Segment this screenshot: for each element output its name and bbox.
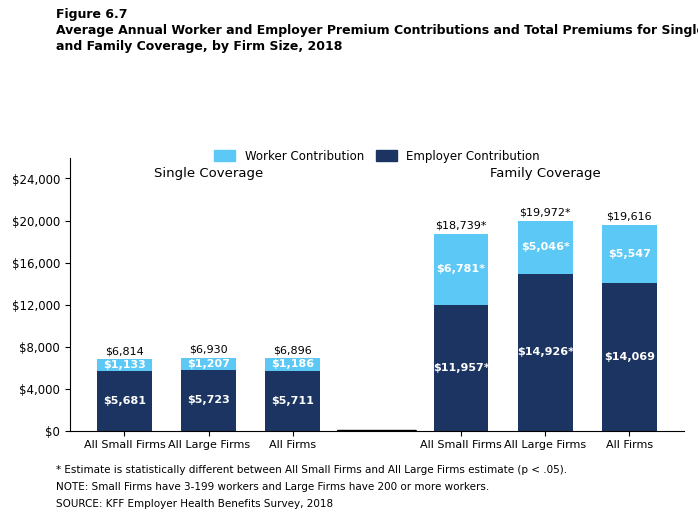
- Text: $5,723: $5,723: [187, 395, 230, 405]
- Legend: Worker Contribution, Employer Contribution: Worker Contribution, Employer Contributi…: [209, 145, 544, 167]
- Text: $5,046*: $5,046*: [521, 242, 570, 253]
- Text: Figure 6.7: Figure 6.7: [56, 8, 127, 21]
- Text: NOTE: Small Firms have 3-199 workers and Large Firms have 200 or more workers.: NOTE: Small Firms have 3-199 workers and…: [56, 482, 489, 492]
- Bar: [602, 225, 657, 283]
- Text: $1,207: $1,207: [187, 359, 230, 369]
- Bar: [602, 283, 657, 430]
- Text: $6,896: $6,896: [274, 345, 312, 355]
- Text: and Family Coverage, by Firm Size, 2018: and Family Coverage, by Firm Size, 2018: [56, 40, 342, 54]
- Text: $1,133: $1,133: [103, 360, 146, 370]
- Text: $19,616: $19,616: [607, 212, 652, 222]
- Text: Single Coverage: Single Coverage: [154, 167, 263, 180]
- Bar: [181, 358, 236, 371]
- Text: $5,547: $5,547: [608, 249, 651, 259]
- Bar: [97, 371, 152, 430]
- Bar: [518, 274, 572, 430]
- Text: $14,069: $14,069: [604, 352, 655, 362]
- Text: $6,930: $6,930: [189, 345, 228, 355]
- Text: $6,814: $6,814: [105, 346, 144, 356]
- Text: Average Annual Worker and Employer Premium Contributions and Total Premiums for : Average Annual Worker and Employer Premi…: [56, 24, 698, 37]
- Text: * Estimate is statistically different between All Small Firms and All Large Firm: * Estimate is statistically different be…: [56, 465, 567, 475]
- Bar: [181, 371, 236, 430]
- Bar: [97, 359, 152, 371]
- Bar: [265, 358, 320, 371]
- Text: Family Coverage: Family Coverage: [490, 167, 600, 180]
- Bar: [433, 305, 489, 430]
- Bar: [265, 371, 320, 430]
- Text: $18,739*: $18,739*: [436, 221, 487, 231]
- Text: $5,681: $5,681: [103, 396, 146, 406]
- Text: $5,711: $5,711: [272, 395, 314, 405]
- Text: $19,972*: $19,972*: [519, 208, 571, 218]
- Bar: [518, 221, 572, 274]
- Text: SOURCE: KFF Employer Health Benefits Survey, 2018: SOURCE: KFF Employer Health Benefits Sur…: [56, 499, 333, 509]
- Bar: [433, 234, 489, 305]
- Text: $14,926*: $14,926*: [517, 347, 574, 357]
- Text: $11,957*: $11,957*: [433, 363, 489, 373]
- Text: $6,781*: $6,781*: [436, 265, 486, 275]
- Text: $1,186: $1,186: [272, 359, 314, 369]
